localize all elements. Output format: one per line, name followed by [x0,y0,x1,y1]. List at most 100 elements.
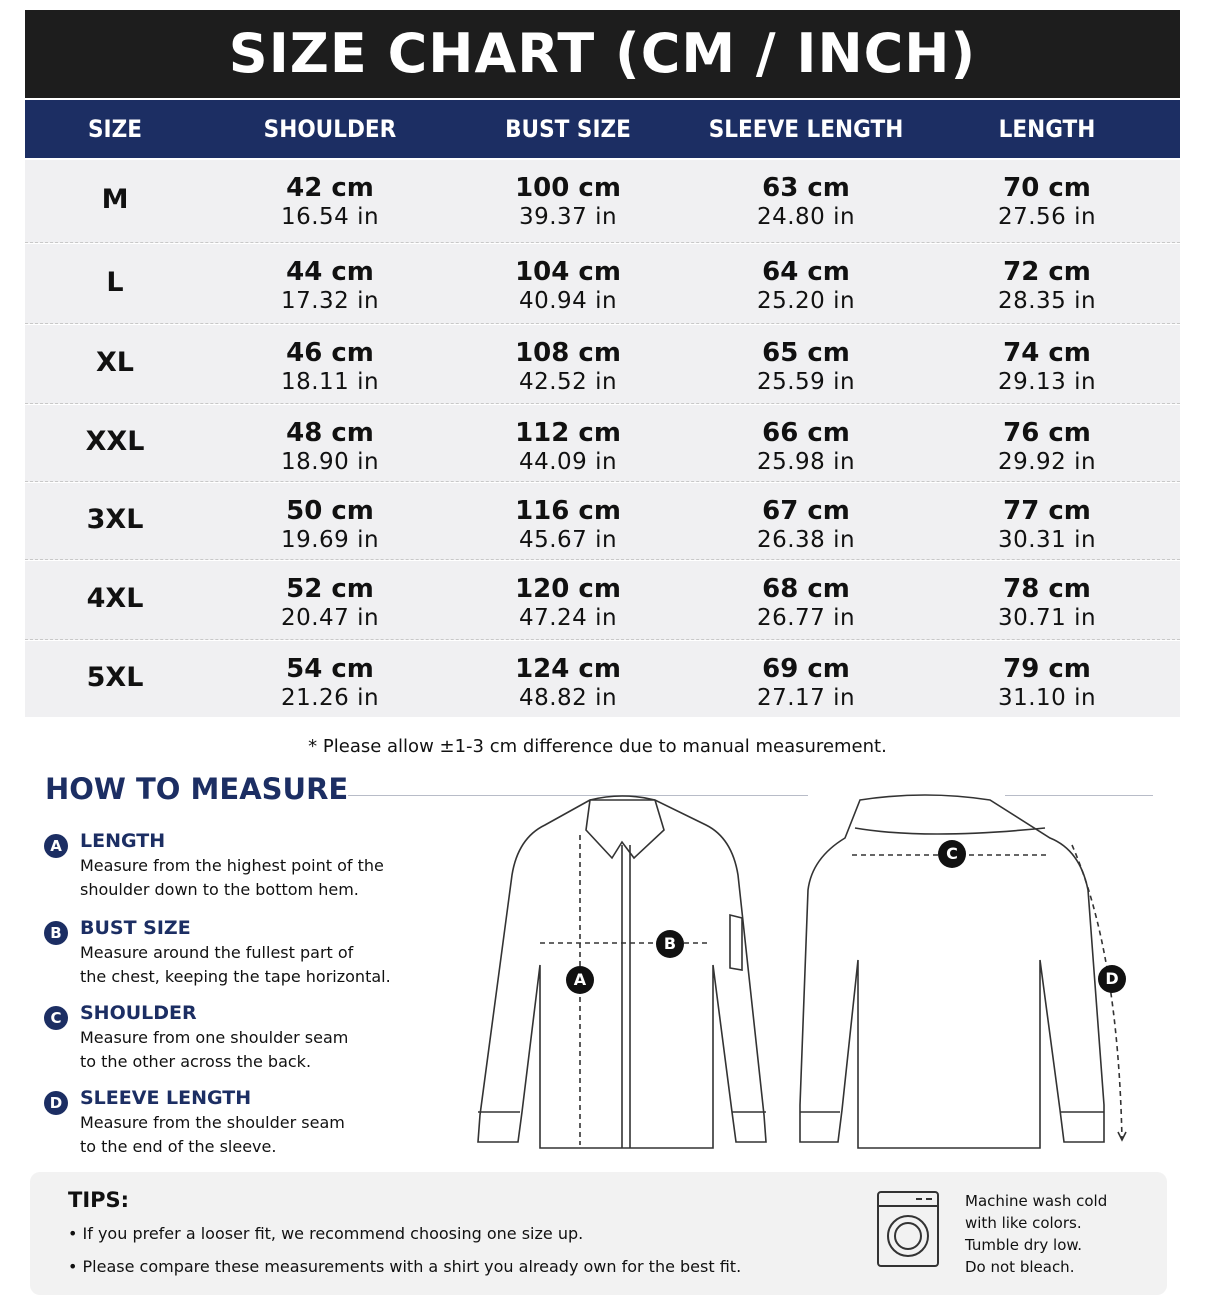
cm-value: 54 cm [286,654,374,684]
size-label: XXL [85,426,145,457]
cm-value: 64 cm [762,257,850,287]
item-text: Measure around the fullest part of [80,943,354,962]
cm-value: 104 cm [515,257,621,287]
cm-value: 66 cm [762,418,850,448]
size-label: XL [95,347,135,378]
cm-value: 120 cm [515,574,621,604]
table-row [25,561,1180,640]
cm-value: 50 cm [286,496,374,526]
inch-value: 29.13 in [997,369,1097,395]
inch-value: 28.35 in [997,288,1097,314]
tip-text: • Please compare these measurements with… [68,1257,742,1276]
inch-value: 30.31 in [997,527,1097,553]
inch-value: 44.09 in [518,449,618,475]
inch-value: 48.82 in [518,685,618,711]
cm-value: 67 cm [762,496,850,526]
cm-value: 112 cm [515,418,621,448]
item-text: to the end of the sleeve. [80,1137,277,1156]
cm-value: 44 cm [286,257,374,287]
cm-value: 63 cm [762,173,850,203]
column-header: SIZE [87,115,142,143]
diagram-marker: B [656,930,684,958]
diagram-marker: C [938,840,966,868]
diagram-marker: D [1098,965,1126,993]
inch-value: 25.20 in [756,288,856,314]
size-label: M [101,184,129,215]
cm-value: 108 cm [515,338,621,368]
tips-title: TIPS: [68,1188,130,1212]
inch-value: 25.98 in [756,449,856,475]
cm-value: 124 cm [515,654,621,684]
table-row [25,483,1180,560]
cm-value: 74 cm [1003,338,1091,368]
size-label: 4XL [86,583,144,614]
inch-value: 17.32 in [280,288,380,314]
tip-text: • If you prefer a looser fit, we recomme… [68,1224,584,1243]
cm-value: 46 cm [286,338,374,368]
inch-value: 26.38 in [756,527,856,553]
letter-badge: D [44,1091,68,1115]
cm-value: 48 cm [286,418,374,448]
inch-value: 25.59 in [756,369,856,395]
cm-value: 116 cm [515,496,621,526]
diagram-marker: A [566,966,594,994]
letter-badge: B [44,921,68,945]
item-text: to the other across the back. [80,1052,312,1071]
cm-value: 68 cm [762,574,850,604]
column-header: SLEEVE LENGTH [708,115,904,143]
wash-icon [877,1191,939,1267]
table-row [25,325,1180,404]
care-text: Do not bleach. [965,1258,1075,1276]
table-row [25,641,1180,717]
item-title: LENGTH [80,830,166,852]
inch-value: 40.94 in [518,288,618,314]
care-text: with like colors. [965,1214,1082,1232]
item-title: BUST SIZE [80,917,191,939]
cm-value: 76 cm [1003,418,1091,448]
column-header: LENGTH [998,115,1096,143]
inch-value: 29.92 in [997,449,1097,475]
inch-value: 27.17 in [756,685,856,711]
care-text: Machine wash cold [965,1192,1108,1210]
inch-value: 47.24 in [518,605,618,631]
letter-badge: C [44,1006,68,1030]
cm-value: 42 cm [286,173,374,203]
column-header: BUST SIZE [505,115,631,143]
item-text: shoulder down to the bottom hem. [80,880,359,899]
table-row [25,244,1180,324]
item-title: SHOULDER [80,1002,197,1024]
title: SIZE CHART (CM / INCH) [25,10,1180,98]
rule [348,795,808,796]
inch-value: 19.69 in [280,527,380,553]
size-label: L [106,266,124,298]
inch-value: 18.90 in [280,449,380,475]
inch-value: 31.10 in [997,685,1097,711]
care-text: Tumble dry low. [965,1236,1083,1254]
cm-value: 100 cm [515,173,621,203]
inch-value: 39.37 in [518,204,618,230]
item-text: Measure from the highest point of the [80,856,384,875]
inch-value: 18.11 in [280,369,380,395]
item-text: Measure from the shoulder seam [80,1113,345,1132]
inch-value: 42.52 in [518,369,618,395]
cm-value: 77 cm [1003,496,1091,526]
inch-value: 21.26 in [280,685,380,711]
size-label: 3XL [86,504,144,535]
header-bar [25,100,1180,158]
size-label: 5XL [86,662,144,693]
table-row [25,160,1180,243]
tips-box [30,1172,1167,1295]
inch-value: 27.56 in [997,204,1097,230]
section-title: HOW TO MEASURE [45,772,349,806]
cm-value: 78 cm [1003,574,1091,604]
cm-value: 79 cm [1003,654,1091,684]
inch-value: 26.77 in [756,605,856,631]
cm-value: 69 cm [762,654,850,684]
note: * Please allow ±1-3 cm difference due to… [308,736,887,757]
cm-value: 52 cm [286,574,374,604]
inch-value: 16.54 in [280,204,380,230]
rule [1005,795,1153,796]
item-title: SLEEVE LENGTH [80,1087,252,1109]
item-text: the chest, keeping the tape horizontal. [80,967,391,986]
